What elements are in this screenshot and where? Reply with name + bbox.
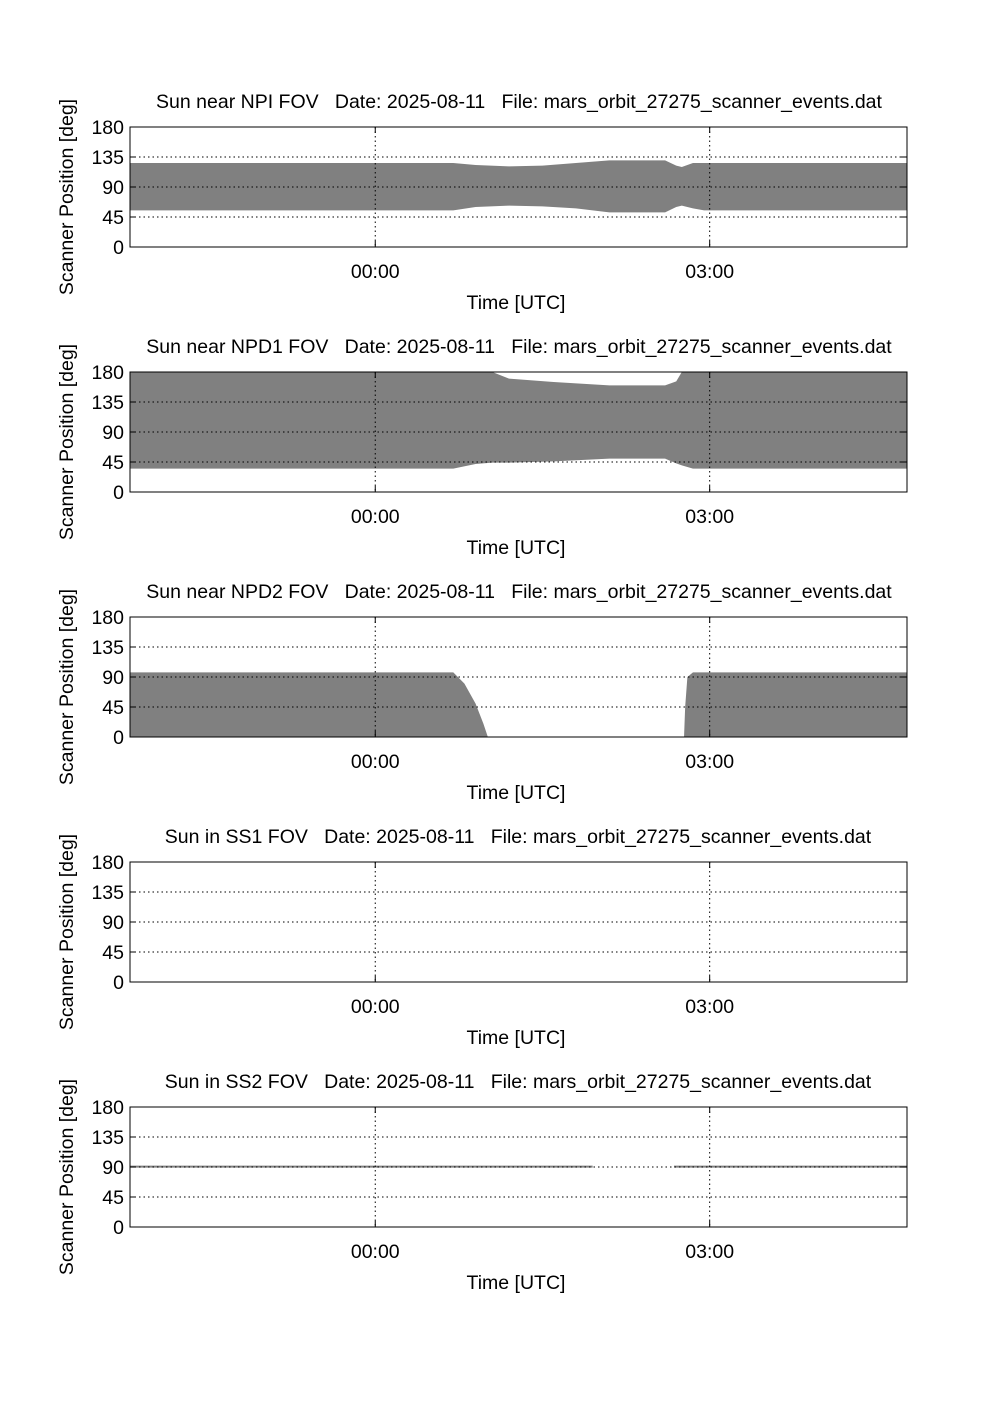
series-area (130, 1165, 593, 1168)
y-tick-label: 45 (102, 1187, 124, 1209)
gridlines (130, 617, 907, 737)
y-tick-label: 90 (102, 667, 124, 689)
x-axis-label: Time [UTC] (467, 537, 566, 559)
y-tick-label: 135 (91, 147, 124, 169)
y-tick-label: 0 (113, 237, 124, 259)
y-axis-label: Scanner Position [deg] (56, 344, 78, 540)
y-tick-label: 90 (102, 912, 124, 934)
chart-title: Sun in SS1 FOV Date: 2025-08-11 File: ma… (165, 826, 872, 848)
y-tick-label: 90 (102, 422, 124, 444)
x-tick-label: 00:00 (351, 751, 400, 773)
chart-panel-3: Sun near NPD2 FOV Date: 2025-08-11 File:… (56, 581, 908, 804)
gridlines (130, 862, 907, 982)
x-tick-label: 00:00 (351, 506, 400, 528)
chart-panel-4: Sun in SS1 FOV Date: 2025-08-11 File: ma… (56, 826, 908, 1049)
x-tick-label: 03:00 (685, 506, 734, 528)
series-fills (130, 372, 907, 469)
gridlines (130, 372, 907, 492)
x-tick-label: 03:00 (685, 1241, 734, 1263)
y-tick-label: 180 (91, 607, 124, 629)
chart-title: Sun near NPD1 FOV Date: 2025-08-11 File:… (146, 336, 892, 358)
y-tick-label: 135 (91, 392, 124, 414)
x-tick-label: 03:00 (685, 996, 734, 1018)
y-axis-label: Scanner Position [deg] (56, 834, 78, 1030)
x-axis-label: Time [UTC] (467, 782, 566, 804)
x-tick-label: 03:00 (685, 751, 734, 773)
series-fills (130, 160, 907, 213)
y-tick-label: 135 (91, 637, 124, 659)
y-tick-label: 45 (102, 207, 124, 229)
y-axis-label: Scanner Position [deg] (56, 99, 78, 295)
y-axis-label: Scanner Position [deg] (56, 1079, 78, 1275)
gridlines (130, 1107, 907, 1227)
x-axis-label: Time [UTC] (467, 1027, 566, 1049)
series-area (130, 672, 907, 737)
series-fills (130, 672, 907, 737)
gridlines (130, 127, 907, 247)
chart-title: Sun near NPI FOV Date: 2025-08-11 File: … (156, 91, 882, 113)
series-area (674, 1165, 907, 1168)
y-tick-label: 0 (113, 482, 124, 504)
y-tick-label: 0 (113, 1217, 124, 1239)
x-tick-label: 00:00 (351, 1241, 400, 1263)
chart-panel-2: Sun near NPD1 FOV Date: 2025-08-11 File:… (56, 336, 908, 559)
chart-panel-1: Sun near NPI FOV Date: 2025-08-11 File: … (56, 91, 908, 314)
y-tick-label: 0 (113, 727, 124, 749)
chart-title: Sun in SS2 FOV Date: 2025-08-11 File: ma… (165, 1071, 872, 1093)
y-tick-label: 180 (91, 117, 124, 139)
x-axis-label: Time [UTC] (467, 1272, 566, 1294)
series-area (130, 372, 907, 469)
y-tick-label: 180 (91, 1097, 124, 1119)
y-tick-label: 45 (102, 697, 124, 719)
x-axis-label: Time [UTC] (467, 292, 566, 314)
chart-panel-5: Sun in SS2 FOV Date: 2025-08-11 File: ma… (56, 1071, 908, 1294)
y-tick-label: 180 (91, 362, 124, 384)
y-axis-label: Scanner Position [deg] (56, 589, 78, 785)
y-tick-label: 135 (91, 882, 124, 904)
chart-title: Sun near NPD2 FOV Date: 2025-08-11 File:… (146, 581, 892, 603)
series-area (130, 160, 907, 213)
y-tick-label: 90 (102, 1157, 124, 1179)
y-tick-label: 180 (91, 852, 124, 874)
x-tick-label: 00:00 (351, 996, 400, 1018)
x-tick-label: 03:00 (685, 261, 734, 283)
y-tick-label: 45 (102, 942, 124, 964)
y-tick-label: 0 (113, 972, 124, 994)
y-tick-label: 135 (91, 1127, 124, 1149)
x-tick-label: 00:00 (351, 261, 400, 283)
y-tick-label: 45 (102, 452, 124, 474)
y-tick-label: 90 (102, 177, 124, 199)
